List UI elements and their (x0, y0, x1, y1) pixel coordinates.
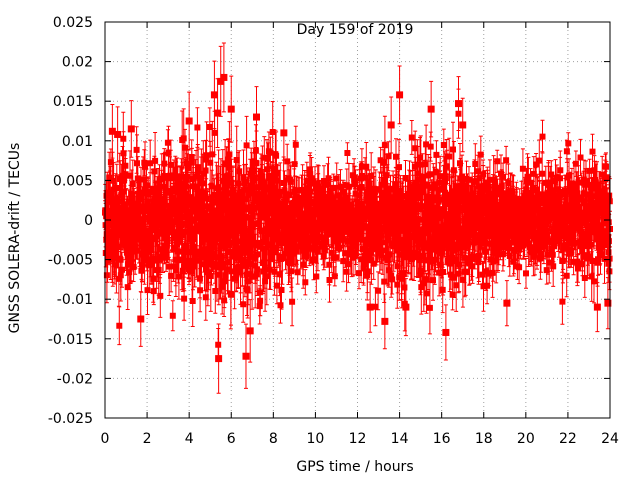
outlier-point (227, 105, 235, 113)
outlier-point (381, 317, 389, 325)
y-tick-label: -0.015 (48, 332, 93, 348)
y-tick-label: 0.015 (53, 94, 93, 110)
outlier-point (604, 299, 612, 307)
y-tick-label: -0.02 (57, 371, 93, 387)
x-tick-label: 12 (349, 431, 367, 447)
y-tick-label: 0.02 (62, 55, 93, 71)
x-tick-label: 20 (517, 431, 535, 447)
chart-title: Day 159 of 2019 (297, 22, 414, 38)
outlier-point (280, 129, 288, 137)
x-tick-label: 8 (269, 431, 278, 447)
y-tick-label: 0.005 (53, 173, 93, 189)
outlier-point (210, 91, 218, 99)
outlier-point (455, 100, 462, 108)
outlier-point (215, 355, 223, 363)
outlier-point (387, 121, 395, 129)
outlier-point (402, 303, 410, 311)
outlier-point (127, 125, 135, 133)
x-tick-label: 14 (391, 431, 409, 447)
x-tick-label: 10 (307, 431, 325, 447)
y-tick-labels: -0.025 -0.02 -0.015 -0.01 -0.005 0 0.005 0.01 0.… (48, 15, 93, 427)
x-tick-label: 2 (143, 431, 152, 447)
outlier-point (217, 77, 225, 85)
outlier-point (253, 113, 260, 121)
x-tick-label: 6 (227, 431, 236, 447)
outlier-point (114, 130, 122, 138)
data-series (102, 42, 613, 394)
outlier-point (108, 127, 116, 135)
y-tick-label: -0.01 (57, 292, 93, 308)
outlier-point (396, 91, 404, 99)
outlier-point (242, 352, 250, 360)
outlier-point (427, 105, 435, 113)
y-axis-label: GNSS SOLERA-drift / TECUs (7, 143, 23, 334)
x-tick-label: 24 (601, 431, 619, 447)
outlier-point (185, 117, 193, 125)
outlier-point (137, 315, 145, 323)
y-tick-label: 0.01 (62, 134, 93, 150)
outlier-point (593, 303, 601, 311)
outlier-point (246, 327, 254, 335)
x-tick-label: 18 (475, 431, 493, 447)
x-tick-label: 4 (185, 431, 194, 447)
y-tick-label: -0.025 (48, 411, 93, 427)
x-tick-label: 16 (433, 431, 451, 447)
y-tick-label: -0.005 (48, 253, 93, 269)
outlier-point (503, 299, 511, 307)
x-tick-label: 22 (559, 431, 577, 447)
ticks (104, 21, 611, 419)
outlier-point (214, 109, 222, 117)
x-axis-label: GPS time / hours (296, 459, 413, 475)
x-tick-label: 0 (101, 431, 110, 447)
outlier-point (366, 303, 374, 311)
y-tick-label: 0 (84, 213, 93, 229)
data-points (102, 110, 613, 348)
x-tick-labels: 0 2 4 6 8 10 12 14 16 18 20 22 24 (101, 431, 619, 447)
outlier-point (459, 121, 467, 129)
y-tick-label: 0.025 (53, 15, 93, 31)
outlier-point (220, 73, 228, 81)
outlier-point (442, 328, 450, 336)
